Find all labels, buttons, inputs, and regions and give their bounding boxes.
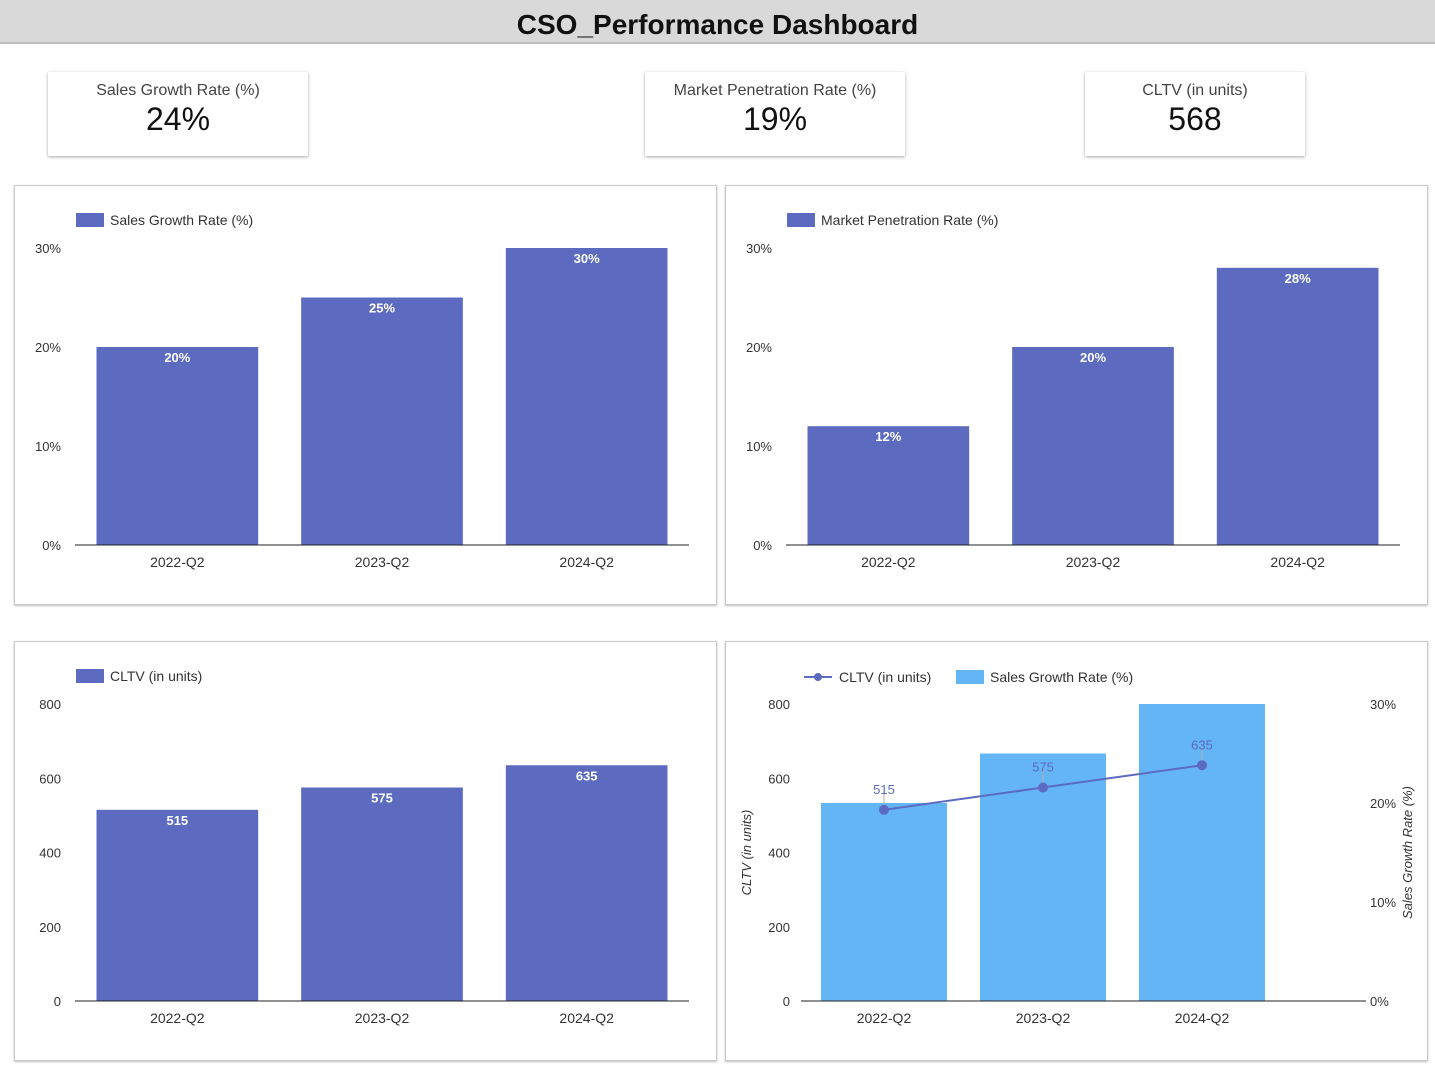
y-right-tick-label: 10% bbox=[1370, 895, 1396, 910]
bar bbox=[821, 803, 947, 1001]
y-right-axis-title: Sales Growth Rate (%) bbox=[1400, 786, 1415, 919]
y-tick-label: 200 bbox=[39, 920, 61, 935]
legend-swatch bbox=[787, 213, 815, 227]
line-data-label: 575 bbox=[1032, 760, 1054, 775]
bar-data-label: 30% bbox=[574, 251, 600, 266]
bar-data-label: 25% bbox=[369, 301, 395, 316]
bar bbox=[1012, 347, 1174, 545]
x-tick-label: 2022-Q2 bbox=[150, 554, 205, 570]
line-point bbox=[879, 804, 889, 815]
x-tick-label: 2023-Q2 bbox=[1016, 1010, 1071, 1026]
y-tick-label: 30% bbox=[35, 241, 61, 256]
bar-data-label: 635 bbox=[576, 768, 598, 783]
kpi-value: 568 bbox=[1168, 101, 1222, 137]
bar-data-label: 20% bbox=[1080, 350, 1106, 365]
x-tick-label: 2024-Q2 bbox=[1270, 554, 1325, 570]
y-tick-label: 0% bbox=[42, 538, 61, 553]
line-point bbox=[1038, 782, 1048, 793]
cltv-bar-chart: CLTV (in units) 0 200 400 600 800 515 2022-Q2 57… bbox=[39, 668, 689, 1026]
y-tick-label: 800 bbox=[39, 697, 61, 712]
bar bbox=[505, 248, 668, 545]
y-left-tick-label: 600 bbox=[768, 771, 790, 786]
line-data-label: 635 bbox=[1191, 737, 1213, 752]
line-point bbox=[1197, 760, 1207, 771]
y-left-tick-label: 200 bbox=[768, 920, 790, 935]
kpi-label: Sales Growth Rate (%) bbox=[96, 82, 260, 99]
x-tick-label: 2022-Q2 bbox=[857, 1010, 912, 1026]
y-left-tick-label: 400 bbox=[768, 846, 790, 861]
bar bbox=[96, 809, 259, 1001]
y-tick-label: 0 bbox=[54, 994, 61, 1009]
dashboard-header: CSO_Performance Dashboard bbox=[0, 0, 1435, 44]
kpi-card-market-penetration[interactable]: Market Penetration Rate (%) 19% bbox=[645, 72, 905, 156]
chart-panel-combo[interactable]: CLTV (in units) Sales Growth Rate (%) 0 200… bbox=[725, 641, 1428, 1061]
bar bbox=[1216, 267, 1379, 545]
chart-panel-cltv[interactable]: CLTV (in units) 0 200 400 600 800 515 2022-Q2 57… bbox=[14, 641, 717, 1061]
y-right-tick-label: 30% bbox=[1370, 697, 1396, 712]
x-tick-label: 2023-Q2 bbox=[355, 554, 410, 570]
bar bbox=[980, 753, 1106, 1001]
y-right-tick-label: 20% bbox=[1370, 796, 1396, 811]
legend-swatch bbox=[76, 669, 104, 683]
legend-label: CLTV (in units) bbox=[839, 669, 931, 685]
y-left-tick-label: 800 bbox=[768, 697, 790, 712]
legend-label: Sales Growth Rate (%) bbox=[990, 669, 1133, 685]
kpi-card-sales-growth[interactable]: Sales Growth Rate (%) 24% bbox=[48, 72, 308, 156]
legend-line-marker bbox=[814, 673, 822, 681]
x-tick-label: 2024-Q2 bbox=[559, 554, 614, 570]
kpi-label: Market Penetration Rate (%) bbox=[673, 82, 877, 99]
y-left-axis-title: CLTV (in units) bbox=[739, 810, 754, 896]
y-right-tick-label: 0% bbox=[1370, 994, 1389, 1009]
x-tick-label: 2023-Q2 bbox=[355, 1010, 410, 1026]
sales-growth-bar-chart: Sales Growth Rate (%) 0% 10% 20% 30% 20% 2022-… bbox=[35, 212, 689, 570]
bar bbox=[301, 297, 463, 545]
bar-data-label: 12% bbox=[875, 429, 901, 444]
legend-swatch bbox=[956, 670, 984, 684]
market-penetration-bar-chart: Market Penetration Rate (%) 0% 10% 20% 30% 12… bbox=[746, 212, 1400, 570]
bar bbox=[807, 426, 970, 545]
y-tick-label: 20% bbox=[746, 340, 772, 355]
y-left-tick-label: 0 bbox=[783, 994, 790, 1009]
x-tick-label: 2024-Q2 bbox=[1175, 1010, 1230, 1026]
legend-label: Sales Growth Rate (%) bbox=[110, 212, 253, 228]
bar bbox=[301, 787, 463, 1001]
bar bbox=[505, 765, 668, 1001]
bar-data-label: 515 bbox=[166, 813, 188, 828]
chart-panel-sales-growth[interactable]: Sales Growth Rate (%) 0% 10% 20% 30% 20% 2022-… bbox=[14, 185, 717, 605]
bar bbox=[96, 347, 259, 545]
y-tick-label: 20% bbox=[35, 340, 61, 355]
bar-data-label: 575 bbox=[371, 791, 393, 806]
bar-data-label: 20% bbox=[164, 350, 190, 365]
legend-swatch bbox=[76, 213, 104, 227]
legend-label: Market Penetration Rate (%) bbox=[821, 212, 998, 228]
y-tick-label: 30% bbox=[746, 241, 772, 256]
y-tick-label: 600 bbox=[39, 771, 61, 786]
x-tick-label: 2022-Q2 bbox=[150, 1010, 205, 1026]
y-tick-label: 400 bbox=[39, 846, 61, 861]
legend-label: CLTV (in units) bbox=[110, 668, 202, 684]
x-tick-label: 2024-Q2 bbox=[559, 1010, 614, 1026]
bar-data-label: 28% bbox=[1285, 271, 1311, 286]
kpi-card-cltv[interactable]: CLTV (in units) 568 bbox=[1085, 72, 1305, 156]
y-tick-label: 10% bbox=[746, 439, 772, 454]
kpi-value: 24% bbox=[145, 101, 211, 137]
x-tick-label: 2023-Q2 bbox=[1066, 554, 1121, 570]
x-tick-label: 2022-Q2 bbox=[861, 554, 916, 570]
y-tick-label: 0% bbox=[753, 538, 772, 553]
y-tick-label: 10% bbox=[35, 439, 61, 454]
page-title: CSO_Performance Dashboard bbox=[516, 9, 919, 40]
kpi-value: 19% bbox=[742, 101, 808, 137]
kpi-label: CLTV (in units) bbox=[1142, 82, 1248, 99]
line-data-label: 515 bbox=[873, 782, 895, 797]
cltv-vs-sales-growth-combo-chart: CLTV (in units) Sales Growth Rate (%) 0 200… bbox=[739, 669, 1415, 1026]
chart-panel-market-penetration[interactable]: Market Penetration Rate (%) 0% 10% 20% 30% 12… bbox=[725, 185, 1428, 605]
